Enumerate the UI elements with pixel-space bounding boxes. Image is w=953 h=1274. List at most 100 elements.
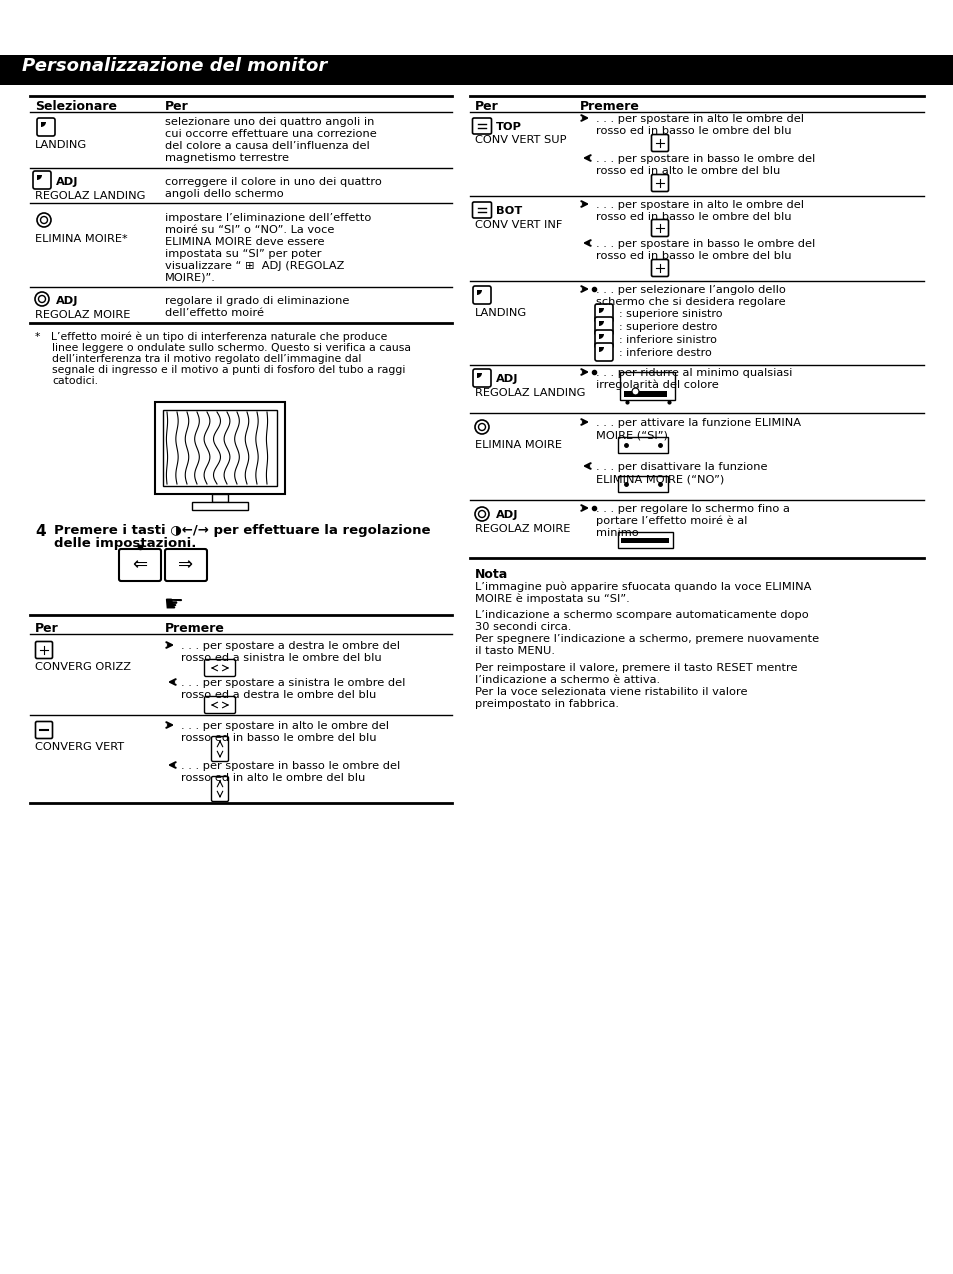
Text: 4: 4	[35, 524, 46, 539]
Bar	[192, 502, 248, 510]
Text: schermo che si desidera regolare: schermo che si desidera regolare	[596, 297, 785, 307]
Text: Per la voce selezionata viene ristabilito il valore: Per la voce selezionata viene ristabilit…	[475, 687, 747, 697]
Text: . . . per spostare in basso le ombre del: . . . per spostare in basso le ombre del	[596, 154, 815, 164]
Text: impostare l’eliminazione dell’effetto: impostare l’eliminazione dell’effetto	[165, 213, 371, 223]
FancyBboxPatch shape	[35, 642, 52, 659]
Text: Per reimpostare il valore, premere il tasto RESET mentre: Per reimpostare il valore, premere il ta…	[475, 662, 797, 673]
Text: magnetismo terrestre: magnetismo terrestre	[165, 153, 289, 163]
Text: preimpostato in fabbrica.: preimpostato in fabbrica.	[475, 699, 618, 710]
FancyBboxPatch shape	[37, 118, 55, 136]
Wedge shape	[476, 373, 481, 378]
Text: . . . per disattivare la funzione: . . . per disattivare la funzione	[596, 462, 767, 471]
Text: LANDING: LANDING	[35, 140, 87, 150]
Text: REGOLAZ MOIRE: REGOLAZ MOIRE	[35, 310, 131, 320]
Text: Personalizzazione del monitor: Personalizzazione del monitor	[22, 57, 327, 75]
Text: ELIMINA MOIRE (“NO”): ELIMINA MOIRE (“NO”)	[596, 474, 723, 484]
FancyBboxPatch shape	[212, 736, 229, 762]
Text: . . . per selezionare l’angolo dello: . . . per selezionare l’angolo dello	[596, 285, 785, 296]
Text: regolare il grado di eliminazione: regolare il grado di eliminazione	[165, 296, 349, 306]
FancyBboxPatch shape	[33, 171, 51, 189]
Text: rosso ed in alto le ombre del blu: rosso ed in alto le ombre del blu	[596, 166, 780, 176]
Text: Per: Per	[165, 99, 189, 113]
FancyBboxPatch shape	[165, 549, 207, 581]
Text: MOIRE (“SI”): MOIRE (“SI”)	[596, 431, 667, 440]
Text: MOIRE)”.: MOIRE)”.	[165, 273, 215, 283]
Text: . . . per ridurre al minimo qualsiasi: . . . per ridurre al minimo qualsiasi	[596, 368, 792, 378]
Text: : superiore destro: : superiore destro	[618, 322, 717, 333]
Text: L’immagine può apparire sfuocata quando la voce ELIMINA: L’immagine può apparire sfuocata quando …	[475, 581, 810, 591]
Text: 30 secondi circa.: 30 secondi circa.	[475, 622, 571, 632]
Text: ADJ: ADJ	[496, 510, 518, 520]
FancyBboxPatch shape	[119, 549, 161, 581]
Text: . . . per spostare in basso le ombre del: . . . per spostare in basso le ombre del	[181, 761, 400, 771]
Text: ELIMINA MOIRE*: ELIMINA MOIRE*	[35, 234, 128, 245]
Text: ⇐: ⇐	[132, 555, 148, 575]
Text: ELIMINA MOIRE: ELIMINA MOIRE	[475, 440, 561, 450]
Text: correggere il colore in uno dei quattro: correggere il colore in uno dei quattro	[165, 177, 381, 187]
Text: MOIRE è impostata su “SI”.: MOIRE è impostata su “SI”.	[475, 592, 629, 604]
Text: dell’effetto moiré: dell’effetto moiré	[165, 308, 264, 318]
Wedge shape	[598, 308, 603, 313]
Text: . . . per regolare lo schermo fino a: . . . per regolare lo schermo fino a	[596, 505, 789, 513]
Text: rosso ed in basso le ombre del blu: rosso ed in basso le ombre del blu	[596, 211, 791, 222]
Bar	[212, 494, 228, 502]
Text: CONV VERT SUP: CONV VERT SUP	[475, 135, 566, 145]
Text: rosso ed in basso le ombre del blu: rosso ed in basso le ombre del blu	[596, 126, 791, 136]
Text: TOP: TOP	[496, 122, 521, 132]
Text: . . . per spostare a destra le ombre del: . . . per spostare a destra le ombre del	[181, 641, 399, 651]
Text: selezionare uno dei quattro angoli in: selezionare uno dei quattro angoli in	[165, 117, 374, 127]
Text: visualizzare “ ⊞  ADJ (REGOLAZ: visualizzare “ ⊞ ADJ (REGOLAZ	[165, 261, 344, 271]
FancyBboxPatch shape	[473, 285, 491, 304]
Bar	[618, 476, 667, 492]
Text: . . . per spostare in alto le ombre del: . . . per spostare in alto le ombre del	[596, 200, 803, 210]
Bar	[618, 533, 672, 548]
Wedge shape	[476, 290, 481, 296]
Text: rosso ed a destra le ombre del blu: rosso ed a destra le ombre del blu	[181, 691, 375, 699]
Text: . . . per spostare in alto le ombre del: . . . per spostare in alto le ombre del	[596, 113, 803, 124]
FancyBboxPatch shape	[595, 304, 613, 322]
FancyBboxPatch shape	[651, 135, 668, 152]
Text: minimo: minimo	[596, 527, 639, 538]
Text: Per: Per	[475, 99, 498, 113]
Text: ELIMINA MOIRE deve essere: ELIMINA MOIRE deve essere	[165, 237, 324, 247]
Text: rosso ed in alto le ombre del blu: rosso ed in alto le ombre del blu	[181, 773, 365, 784]
Text: rosso ed a sinistra le ombre del blu: rosso ed a sinistra le ombre del blu	[181, 654, 381, 662]
Text: ADJ: ADJ	[56, 177, 78, 187]
Bar	[154, 403, 285, 494]
Text: Selezionare: Selezionare	[35, 99, 117, 113]
Text: ADJ: ADJ	[496, 375, 518, 383]
Text: ⇒: ⇒	[178, 555, 193, 575]
FancyBboxPatch shape	[472, 203, 491, 218]
Wedge shape	[37, 175, 42, 180]
Text: . . . per spostare a sinistra le ombre del: . . . per spostare a sinistra le ombre d…	[181, 678, 405, 688]
Text: BOT: BOT	[496, 206, 521, 217]
FancyBboxPatch shape	[595, 343, 613, 361]
Text: *   L’effetto moiré è un tipo di interferenza naturale che produce: * L’effetto moiré è un tipo di interfere…	[35, 333, 387, 343]
Text: L’indicazione a schermo scompare automaticamente dopo: L’indicazione a schermo scompare automat…	[475, 610, 808, 620]
Text: angoli dello schermo: angoli dello schermo	[165, 189, 283, 199]
FancyBboxPatch shape	[651, 219, 668, 237]
Bar	[619, 372, 675, 400]
Text: dell’interferenza tra il motivo regolato dell’immagine dal: dell’interferenza tra il motivo regolato…	[52, 354, 361, 364]
Text: CONV VERT INF: CONV VERT INF	[475, 220, 561, 231]
Text: portare l’effetto moiré è al: portare l’effetto moiré è al	[596, 516, 746, 526]
Text: : superiore sinistro: : superiore sinistro	[618, 310, 721, 318]
Wedge shape	[41, 122, 46, 127]
Text: rosso ed in basso le ombre del blu: rosso ed in basso le ombre del blu	[181, 733, 376, 743]
Text: moiré su “SI” o “NO”. La voce: moiré su “SI” o “NO”. La voce	[165, 225, 334, 234]
Bar	[0, 55, 953, 85]
Text: Premere: Premere	[165, 622, 225, 634]
Text: ☛: ☛	[163, 595, 183, 615]
FancyBboxPatch shape	[472, 118, 491, 134]
FancyBboxPatch shape	[204, 697, 235, 713]
Text: Nota: Nota	[475, 568, 508, 581]
Text: REGOLAZ LANDING: REGOLAZ LANDING	[475, 389, 585, 397]
Text: Premere i tasti ◑←/→ per effettuare la regolazione: Premere i tasti ◑←/→ per effettuare la r…	[54, 524, 430, 538]
Text: REGOLAZ MOIRE: REGOLAZ MOIRE	[475, 524, 570, 534]
Text: irregolarità del colore: irregolarità del colore	[596, 380, 718, 391]
FancyBboxPatch shape	[651, 175, 668, 191]
Text: rosso ed in basso le ombre del blu: rosso ed in basso le ombre del blu	[596, 251, 791, 261]
Text: cui occorre effettuare una correzione: cui occorre effettuare una correzione	[165, 129, 376, 139]
FancyBboxPatch shape	[651, 260, 668, 276]
FancyBboxPatch shape	[595, 330, 613, 348]
